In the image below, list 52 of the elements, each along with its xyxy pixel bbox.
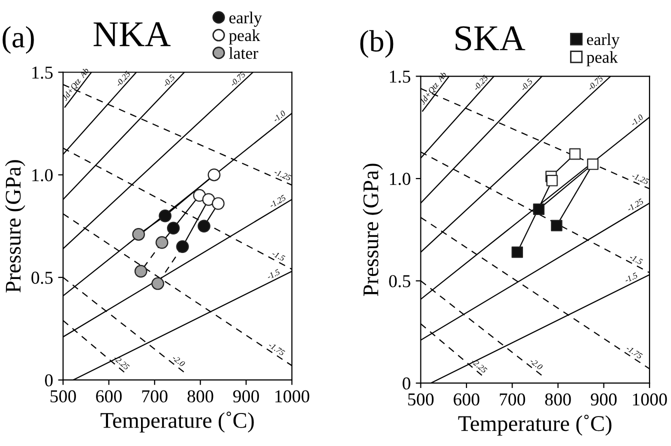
annotation: -1.5 — [629, 254, 644, 265]
x-tick-label: 800 — [188, 390, 214, 402]
x-tick-label: 1000 — [633, 393, 667, 406]
x-tick-label: 900 — [233, 390, 259, 402]
y-tick-label: 0 — [45, 374, 53, 386]
x-axis-title: Temperature (˚C) — [458, 414, 612, 436]
y-tick-label: 1.5 — [32, 66, 53, 79]
annotation: -1.5 — [266, 268, 280, 280]
annotation: -2.0 — [530, 358, 544, 370]
legend-label: peak — [586, 51, 618, 66]
y-axis-title: Pressure (GPa) — [5, 160, 26, 292]
annotation: -2.25 — [470, 358, 488, 374]
x-tick-label: 700 — [500, 393, 526, 406]
legend-label: early — [586, 33, 620, 49]
annotation: -1.75 — [626, 345, 643, 360]
x-tick-label: 600 — [454, 393, 480, 406]
text: (a) — [2, 26, 34, 54]
y-axis-title: Pressure (GPa) — [362, 164, 383, 296]
legend-label: peak — [228, 29, 260, 45]
annotation: -1.5 — [272, 250, 286, 262]
legend-label: early — [229, 12, 262, 27]
y-tick-label: 1.5 — [390, 70, 410, 83]
annotation: -1.75 — [268, 342, 286, 356]
x-tick-label: 700 — [142, 390, 168, 402]
annotation: -1.0 — [272, 110, 286, 122]
text: (b) — [360, 30, 394, 58]
annotation: -1.5 — [624, 272, 638, 284]
legend-label: later — [229, 47, 258, 59]
y-tick-label: 1.0 — [32, 169, 53, 182]
x-axis-title: Temperature (˚C) — [100, 412, 254, 432]
y-tick-label: 1.0 — [390, 172, 410, 186]
x-tick-label: 900 — [590, 393, 617, 406]
annotation: -0.75 — [230, 71, 246, 87]
annotation: -1.25 — [626, 198, 644, 212]
annotation: -1.25 — [632, 172, 650, 185]
annotation: -0.5 — [162, 74, 176, 88]
x-tick-label: 500 — [408, 393, 434, 406]
x-tick-label: 600 — [96, 390, 122, 402]
annotation: -2.25 — [113, 355, 130, 370]
x-tick-label: 1000 — [275, 390, 310, 402]
y-tick-label: 0.5 — [31, 272, 53, 284]
y-tick-label: 0.5 — [389, 275, 410, 288]
annotation: -1.0 — [630, 114, 644, 126]
x-tick-label: 800 — [545, 393, 571, 406]
annotation: -0.5 — [520, 78, 533, 92]
annotation: -2.0 — [172, 354, 186, 368]
annotation: -1.25 — [274, 168, 292, 181]
y-tick-label: 0 — [402, 377, 410, 390]
chart-title: NKA — [94, 22, 171, 46]
annotation: -1.25 — [268, 194, 286, 208]
x-tick-label: 500 — [50, 390, 76, 402]
chart-title: SKA — [456, 26, 526, 51]
